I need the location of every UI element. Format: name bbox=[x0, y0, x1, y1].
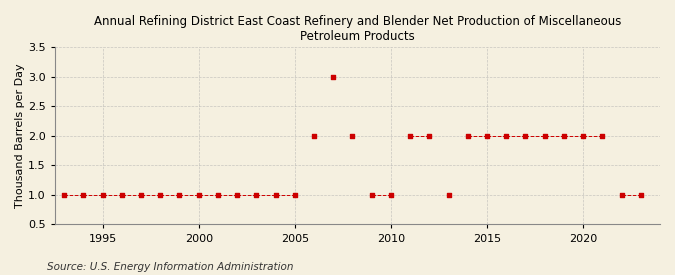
Point bbox=[405, 133, 416, 138]
Point bbox=[59, 193, 70, 197]
Point bbox=[616, 193, 627, 197]
Point bbox=[597, 133, 608, 138]
Point bbox=[635, 193, 646, 197]
Point bbox=[443, 193, 454, 197]
Point bbox=[251, 193, 262, 197]
Point bbox=[558, 133, 569, 138]
Point bbox=[328, 74, 339, 79]
Point bbox=[462, 133, 473, 138]
Point bbox=[270, 193, 281, 197]
Point bbox=[116, 193, 127, 197]
Point bbox=[78, 193, 89, 197]
Y-axis label: Thousand Barrels per Day: Thousand Barrels per Day bbox=[15, 64, 25, 208]
Point bbox=[290, 193, 300, 197]
Point bbox=[347, 133, 358, 138]
Point bbox=[367, 193, 377, 197]
Point bbox=[174, 193, 185, 197]
Point bbox=[501, 133, 512, 138]
Point bbox=[539, 133, 550, 138]
Point bbox=[136, 193, 146, 197]
Title: Annual Refining District East Coast Refinery and Blender Net Production of Misce: Annual Refining District East Coast Refi… bbox=[94, 15, 621, 43]
Point bbox=[213, 193, 223, 197]
Point bbox=[97, 193, 108, 197]
Point bbox=[424, 133, 435, 138]
Point bbox=[385, 193, 396, 197]
Point bbox=[482, 133, 493, 138]
Point bbox=[578, 133, 589, 138]
Point bbox=[155, 193, 165, 197]
Point bbox=[193, 193, 204, 197]
Point bbox=[520, 133, 531, 138]
Text: Source: U.S. Energy Information Administration: Source: U.S. Energy Information Administ… bbox=[47, 262, 294, 272]
Point bbox=[232, 193, 242, 197]
Point bbox=[308, 133, 319, 138]
